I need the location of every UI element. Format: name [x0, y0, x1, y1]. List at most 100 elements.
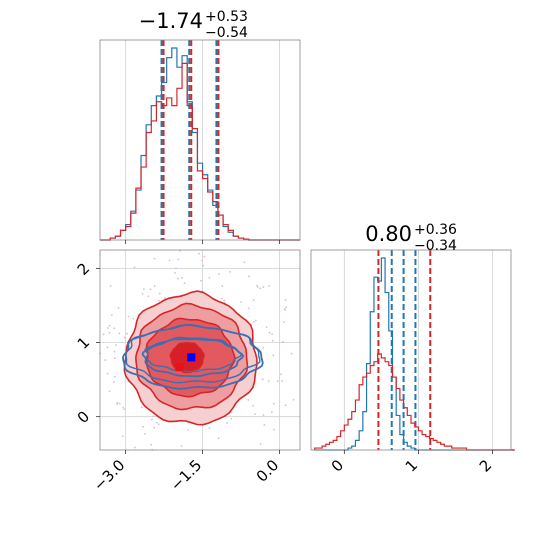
contour-sample-point: [202, 264, 205, 267]
contour-sample-point: [280, 373, 282, 376]
contour-sample-point: [253, 321, 256, 323]
contour-sample-point: [271, 339, 274, 342]
contour-sample-point: [200, 279, 202, 282]
contour-sample-point: [143, 288, 145, 290]
contour-sample-point: [254, 319, 257, 322]
contour-sample-point: [282, 321, 285, 323]
red-peak-marker: [175, 363, 184, 372]
contour-sample-point: [177, 258, 180, 261]
contour-sample-point: [108, 390, 111, 393]
contour-sample-point: [109, 284, 112, 287]
contour-sample-point: [268, 285, 271, 287]
top-hist-title-upper: +0.53: [205, 9, 248, 25]
contour-sample-point: [285, 306, 288, 309]
contour-sample-point: [118, 402, 121, 405]
contour-sample-point: [292, 398, 295, 401]
contour-x-tick-label: −1.5: [167, 456, 205, 494]
contour-sample-point: [267, 380, 270, 383]
top-hist-series: [100, 62, 300, 241]
contour-sample-point: [104, 359, 107, 361]
contour-sample-point: [252, 299, 255, 301]
contour-sample-point: [153, 257, 156, 260]
contour-sample-point: [117, 306, 120, 309]
contour-sample-point: [243, 261, 246, 264]
contour-sample-point: [208, 276, 211, 279]
contour-sample-point: [273, 428, 275, 431]
contour-sample-point: [141, 292, 144, 295]
contour-sample-point: [256, 284, 259, 287]
contour-sample-point: [133, 446, 136, 449]
contour-sample-point: [203, 255, 206, 258]
contour-sample-point: [268, 331, 271, 334]
contour-x-tick-label: −3.0: [90, 456, 128, 494]
right-hist-title-value: 0.80: [365, 222, 412, 246]
right-hist-tick-label: 1: [402, 456, 421, 475]
red-contour-level: [169, 341, 205, 374]
contour-sample-point: [158, 292, 161, 295]
contour-sample-point: [261, 378, 264, 381]
contour-sample-point: [223, 299, 226, 302]
contour-x-tick-label: 0.0: [253, 456, 283, 486]
contour-sample-point: [116, 403, 118, 406]
contour-sample-point: [147, 295, 150, 298]
blue-contour-level: [124, 324, 261, 384]
contour-sample-point: [140, 406, 143, 409]
contour-sample-point: [265, 326, 268, 328]
contour-sample-point: [123, 336, 126, 339]
contour-frame: [99, 249, 301, 451]
contour-sample-point: [272, 354, 275, 357]
contour-sample-point: [218, 273, 220, 275]
contour-sample-point: [168, 259, 171, 262]
top-hist-title-lower: −0.54: [205, 25, 248, 41]
contour-sample-point: [220, 297, 223, 300]
contour-sample-point: [183, 282, 186, 285]
contour-sample-point: [157, 299, 160, 302]
contour-sample-point: [149, 288, 152, 291]
contour-sample-point: [152, 415, 155, 418]
contour-sample-point: [247, 399, 250, 401]
contour-sample-point: [153, 426, 156, 429]
contour-sample-point: [150, 443, 153, 446]
contour-sample-point: [262, 414, 265, 417]
contour-sample-point: [142, 425, 145, 428]
contour-sample-point: [230, 417, 233, 420]
blue-contour-level: [141, 338, 245, 378]
contour-sample-point: [187, 429, 190, 431]
contour-y-tick-label: 1: [74, 333, 93, 352]
contour-sample-point: [254, 413, 257, 416]
contour-sample-point: [262, 286, 265, 289]
contour-sample-point: [123, 408, 126, 411]
blue-contour-level: [144, 336, 243, 373]
right-hist-frame: [310, 249, 512, 451]
contour-sample-point: [174, 272, 176, 274]
contour-sample-point: [262, 346, 265, 349]
contour-sample-point: [229, 270, 231, 273]
contour-sample-point: [281, 380, 284, 382]
contour-sample-point: [106, 372, 109, 375]
contour-sample-point: [276, 380, 279, 383]
contour-sample-point: [284, 404, 287, 407]
contour-sample-point: [143, 432, 146, 435]
contour-sample-point: [106, 346, 109, 349]
right-hist-title-lower: −0.34: [414, 238, 457, 254]
top-hist-series: [100, 47, 300, 241]
contour-sample-point: [217, 437, 220, 440]
contour-sample-point: [208, 427, 211, 429]
contour-sample-point: [252, 404, 255, 407]
contour-sample-point: [113, 357, 116, 360]
right-hist-tick-label: 2: [476, 456, 495, 475]
contour-sample-point: [114, 375, 116, 378]
contour-sample-point: [115, 344, 117, 346]
contour-sample-point: [240, 301, 243, 303]
contour-sample-point: [226, 422, 228, 424]
contour-sample-point: [284, 299, 287, 301]
contour-sample-point: [126, 332, 128, 335]
contour-sample-point: [110, 314, 113, 316]
contour-sample-point: [122, 406, 125, 409]
contour-sample-point: [180, 445, 183, 447]
right-hist-title-upper: +0.36: [414, 222, 457, 238]
contour-y-tick-label: 0: [74, 407, 93, 426]
right-hist-tick-label: 0: [328, 456, 347, 475]
contour-sample-point: [157, 423, 160, 426]
